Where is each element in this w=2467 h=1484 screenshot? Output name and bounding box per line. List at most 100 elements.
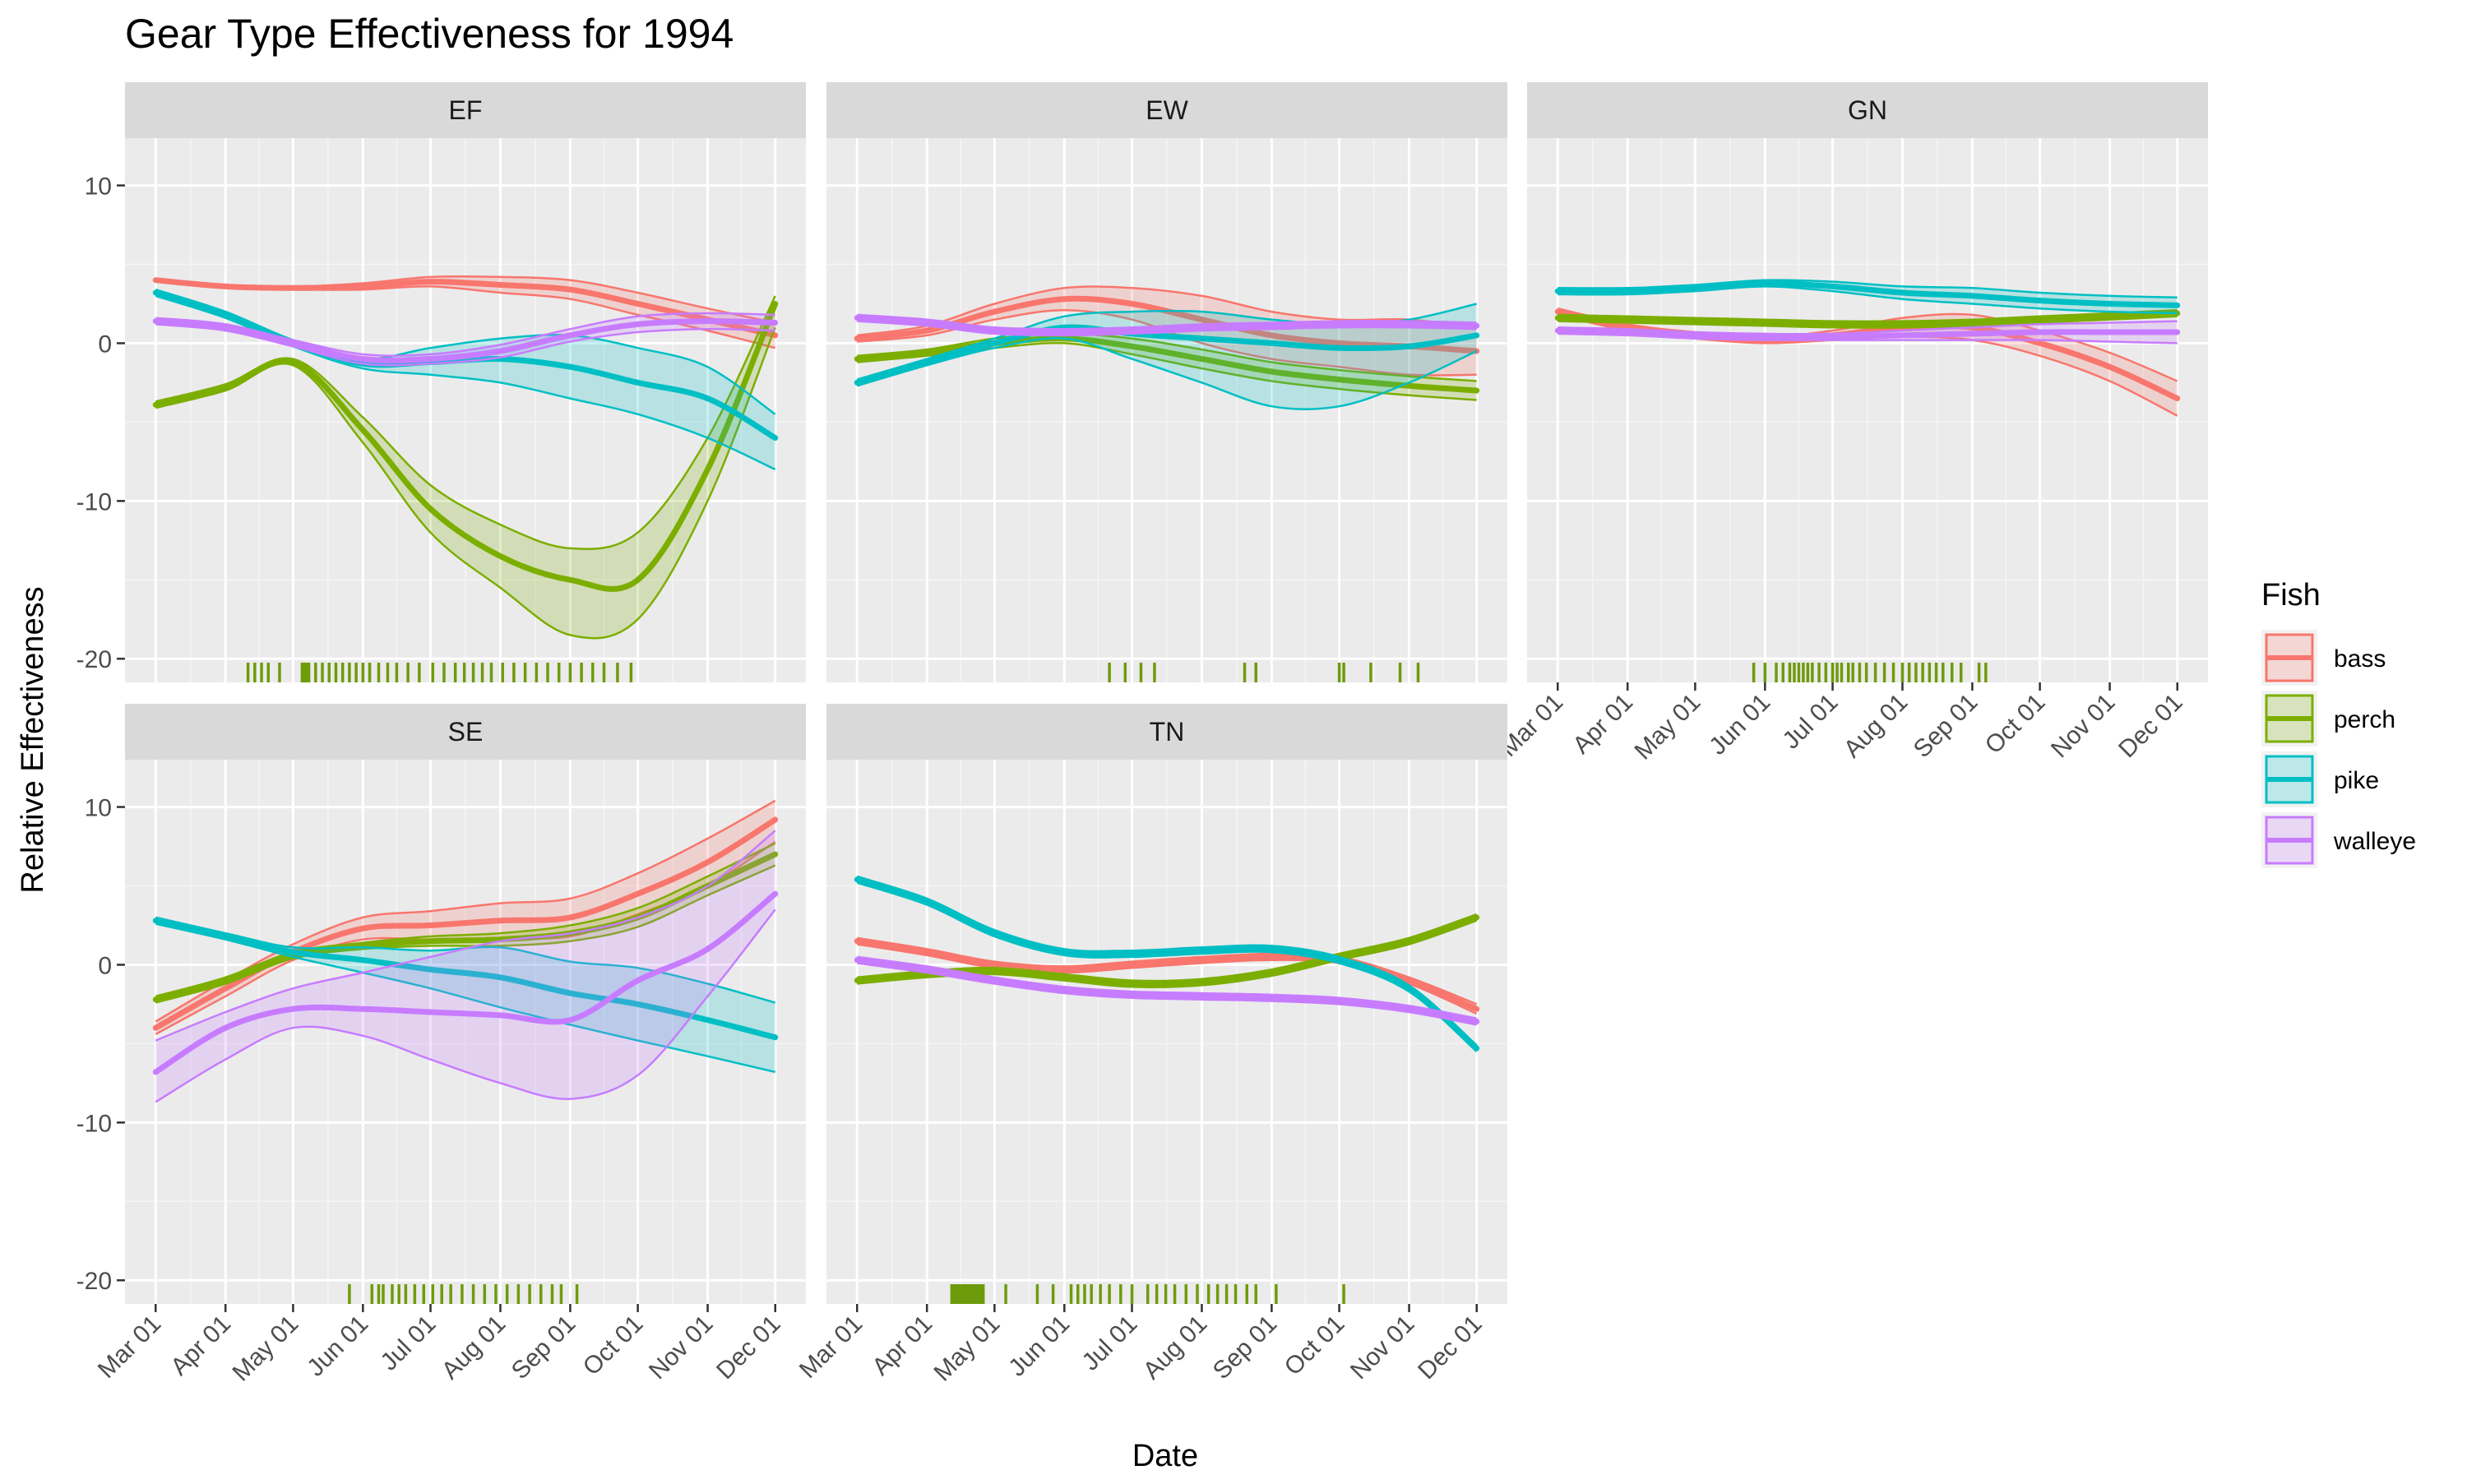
x-tick-label: Jun 01: [1003, 1311, 1075, 1382]
line-perch: [1554, 310, 2181, 328]
x-tick-label: Jul 01: [376, 1311, 442, 1376]
x-tick-label: Jul 01: [1077, 1311, 1143, 1376]
x-tick-label: Oct 01: [1280, 1311, 1350, 1381]
lower-bound-perch: [1557, 315, 2178, 329]
lower-bound-walleye: [155, 323, 775, 367]
facet-label: EW: [1146, 95, 1188, 125]
y-tick-label: 0: [98, 952, 112, 979]
legend-label-walleye: walleye: [2333, 828, 2416, 855]
line-pike: [854, 876, 1480, 1052]
facet-strip: [1527, 82, 2208, 138]
x-tick-label: May 01: [227, 1311, 303, 1387]
legend-label-bass: bass: [2334, 645, 2386, 673]
x-tick-label: Apr 01: [165, 1311, 236, 1381]
x-tick-label: Aug 01: [1839, 689, 1914, 764]
y-tick-label: 0: [98, 331, 112, 358]
lower-bound-walleye: [1557, 332, 2178, 344]
legend-label-pike: pike: [2334, 767, 2379, 794]
x-tick-label: Nov 01: [2046, 689, 2121, 764]
ribbon-walleye: [155, 830, 775, 1103]
upper-bound-walleye: [155, 830, 776, 1042]
x-tick-label: Apr 01: [867, 1311, 937, 1381]
x-tick-label: Oct 01: [1980, 689, 2051, 760]
x-tick-label: Jun 01: [302, 1311, 373, 1382]
facet-strip: [125, 704, 806, 760]
upper-bound-perch: [155, 842, 776, 998]
upper-bound-walleye: [155, 312, 775, 357]
x-tick-label: Jul 01: [1778, 689, 1844, 755]
y-tick-label: 10: [85, 795, 112, 822]
upper-bound-bass: [155, 799, 776, 1023]
x-tick-label: May 01: [928, 1311, 1005, 1387]
line-walleye: [152, 318, 779, 363]
x-tick-label: Nov 01: [1345, 1311, 1420, 1385]
ribbon-pike: [155, 289, 775, 469]
upper-bound-walleye: [857, 955, 1477, 1019]
x-tick-label: Dec 01: [711, 1311, 786, 1385]
facet-label: TN: [1150, 717, 1185, 747]
panel-data: [152, 799, 779, 1304]
line-walleye: [854, 957, 1480, 1024]
x-tick-label: Nov 01: [644, 1311, 719, 1385]
x-tick-label: Mar 01: [93, 1311, 166, 1384]
facet-label: SE: [448, 717, 484, 747]
facet-strip: [125, 82, 806, 138]
facet-strip: [826, 704, 1507, 760]
upper-bound-bass: [857, 285, 1477, 337]
line-pike: [152, 289, 779, 442]
chart-title: Gear Type Effectiveness for 1994: [125, 11, 734, 57]
line-walleye: [152, 890, 779, 1075]
legend-label-perch: perch: [2334, 706, 2395, 733]
x-tick-label: Mar 01: [794, 1311, 868, 1384]
x-tick-label: May 01: [1629, 689, 1706, 765]
x-tick-label: Apr 01: [1567, 689, 1638, 760]
x-tick-label: Oct 01: [578, 1311, 649, 1381]
ribbon-pike: [857, 303, 1477, 409]
upper-bound-walleye: [1557, 320, 2178, 335]
lower-bound-pike: [1557, 285, 2178, 315]
x-tick-label: Dec 01: [2113, 689, 2188, 764]
line-pike: [1554, 280, 2181, 308]
y-tick-label: -20: [76, 646, 112, 673]
panel-data: [854, 285, 1480, 682]
facet-strip: [826, 82, 1507, 138]
panel-data: [152, 275, 779, 682]
facet-label: EF: [449, 95, 483, 125]
x-tick-label: Sep 01: [1208, 1311, 1283, 1385]
line-pike: [152, 918, 779, 1041]
y-tick-label: -20: [76, 1268, 112, 1295]
legend: Fish bass perch pike walleye: [2261, 578, 2416, 868]
x-tick-label: Dec 01: [1413, 1311, 1488, 1385]
panel-ew: EW: [826, 82, 1507, 682]
x-tick-label: Jun 01: [1704, 689, 1775, 760]
ribbon-bass: [155, 800, 775, 1034]
upper-bound-bass: [857, 936, 1478, 1006]
x-tick-label: Aug 01: [1138, 1311, 1213, 1385]
y-tick-label: 10: [85, 173, 112, 201]
panel-ef: EF 10 0 -10 -20: [76, 82, 806, 682]
ribbon-perch: [155, 295, 775, 639]
panel-data: [1554, 279, 2181, 682]
y-axis-title: Relative Effectiveness: [16, 586, 50, 893]
lower-bound-walleye: [155, 908, 776, 1103]
ribbon-bass: [155, 276, 775, 349]
line-bass: [152, 277, 779, 339]
line-walleye: [854, 315, 1480, 335]
y-tick-label: -10: [76, 488, 112, 515]
line-pike: [854, 324, 1480, 386]
x-tick-label: Aug 01: [437, 1311, 511, 1385]
lower-bound-perch: [155, 864, 776, 1004]
lower-bound-walleye: [857, 320, 1477, 337]
upper-bound-pike: [1557, 279, 2178, 299]
upper-bound-perch: [857, 332, 1477, 382]
upper-bound-perch: [1557, 308, 2178, 323]
x-tick-label: Sep 01: [1909, 689, 1983, 764]
legend-title: Fish: [2261, 578, 2321, 613]
x-axis-title: Date: [1132, 1439, 1198, 1473]
x-tick-label: Sep 01: [507, 1311, 581, 1385]
line-walleye: [1554, 327, 2181, 340]
